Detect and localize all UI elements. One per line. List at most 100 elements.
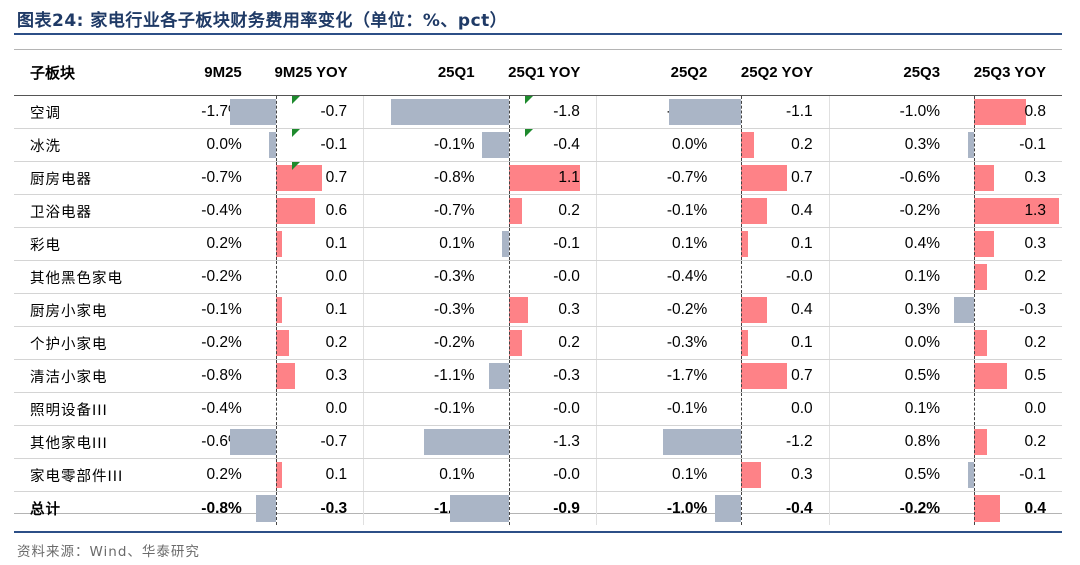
yoy-value: -0.0 — [785, 268, 813, 285]
expense-ratio-cell: -1.7% — [596, 359, 714, 393]
expense-ratio-cell: -0.2% — [130, 260, 248, 294]
bar-axis-line — [508, 492, 510, 525]
subsector-name: 家电零部件III — [14, 458, 131, 492]
negative-data-bar — [269, 132, 276, 158]
yoy-value: -0.1 — [553, 235, 580, 252]
bar-axis-line — [508, 459, 510, 491]
yoy-change-cell: 0.1 — [247, 293, 365, 327]
yoy-change-cell: 0.1 — [713, 227, 830, 261]
positive-data-bar — [741, 330, 748, 356]
title-rule — [14, 33, 1062, 35]
header-cell: 9M25 — [130, 50, 248, 96]
yoy-value: 0.8 — [1024, 103, 1046, 120]
header-cell: 25Q3 — [829, 50, 947, 96]
table-row: 卫浴电器 -0.4% 0.6 -0.7% 0.2 -0.1% 0.4 -0.2% 1.3 — [14, 194, 1062, 228]
yoy-value: -0.1 — [320, 136, 348, 153]
expense-ratio-cell: -0.6% — [829, 161, 947, 195]
expense-ratio-cell: -1.0% — [666, 499, 708, 517]
positive-data-bar — [974, 99, 1027, 125]
positive-data-bar — [974, 198, 1060, 224]
positive-data-bar — [741, 231, 748, 257]
bar-axis-line — [974, 96, 976, 128]
bar-axis-line — [741, 228, 743, 260]
subsector-name: 总计 — [30, 502, 61, 518]
yoy-change-cell: 0.2 — [713, 128, 830, 162]
bar-axis-line — [275, 96, 277, 128]
bar-axis-line — [275, 162, 277, 194]
bar-axis-line — [741, 129, 743, 161]
negative-data-bar — [488, 363, 509, 389]
positive-data-bar — [508, 165, 581, 191]
yoy-change-cell: -1.8 — [390, 95, 597, 129]
yoy-value: -0.0 — [553, 400, 580, 417]
bar-axis-line — [275, 393, 277, 425]
positive-data-bar — [741, 132, 755, 158]
yoy-change-cell: -0.3 — [946, 293, 1062, 327]
yoy-value: 0.2 — [325, 334, 348, 351]
bar-axis-line — [974, 492, 976, 525]
yoy-change-cell: 0.1 — [247, 458, 365, 492]
table-row: 照明设备III -0.4% 0.0 -0.1% -0.0 -0.1% 0.0 0.1% 0.0 — [14, 392, 1062, 426]
bar-axis-line — [508, 228, 510, 260]
bar-axis-line — [275, 228, 277, 260]
expense-ratio-cell: 0.1% — [363, 227, 481, 261]
yoy-value: 0.1 — [325, 235, 348, 252]
yoy-value: -1.8 — [553, 103, 580, 120]
source-note: 资料来源：Wind、华泰研究 — [17, 544, 200, 560]
positive-data-bar — [275, 462, 283, 488]
subsector-name: 彩电 — [14, 227, 131, 261]
yoy-value: 0.5 — [1024, 367, 1046, 384]
bar-axis-line — [974, 360, 976, 392]
bar-axis-line — [974, 129, 976, 161]
positive-data-bar — [974, 165, 994, 191]
yoy-value: -0.3 — [320, 499, 348, 517]
table-row: 厨房小家电 -0.1% 0.1 -0.3% 0.3 -0.2% 0.4 0.3% -0.3 — [14, 293, 1062, 327]
bar-axis-line — [741, 294, 743, 326]
expense-ratio-cell: 0.3% — [829, 128, 947, 162]
bar-axis-line — [508, 195, 510, 227]
expense-ratio-cell: 0.3% — [829, 293, 947, 327]
table-row: 厨房电器 -0.7% 0.7 -0.8% 1.1 -0.7% 0.7 -0.6% 0.3 — [14, 161, 1062, 195]
table-row: 其他黑色家电 -0.2% 0.0 -0.3% -0.0 -0.4% -0.0 0.1% 0.2 — [14, 260, 1062, 294]
yoy-change-cell: -1.2 — [662, 425, 830, 459]
yoy-change-cell: -0.0 — [713, 260, 830, 294]
expense-ratio-cell: -1.1% — [363, 359, 481, 393]
subsector-name: 其他黑色家电 — [14, 260, 131, 294]
finance-cost-table: 子板块 9M25 9M25 YOY 25Q1 25Q1 YOY 25Q2 25Q… — [14, 50, 1062, 525]
bar-axis-line — [974, 228, 976, 260]
yoy-change-cell: -0.1 — [946, 458, 1062, 492]
yoy-value: 1.1 — [558, 169, 580, 186]
bar-axis-line — [275, 459, 277, 491]
yoy-change-cell: -0.0 — [480, 392, 597, 426]
bar-axis-line — [974, 459, 976, 491]
expense-ratio-cell: -0.7% — [596, 161, 714, 195]
bar-axis-line — [741, 195, 743, 227]
yoy-value: 0.2 — [791, 136, 813, 153]
yoy-change-cell: 0.8 — [946, 95, 1062, 129]
negative-data-bar — [482, 132, 509, 158]
table-row: 其他家电III-0.6%-0.7-1.0%-1.3-1.7%-1.20.8%0.… — [14, 425, 1062, 459]
positive-data-bar — [508, 297, 529, 323]
bar-axis-line — [741, 492, 743, 525]
bar-axis-line — [974, 162, 976, 194]
yoy-value: -0.1 — [1019, 136, 1046, 153]
yoy-change-cell: -0.1 — [480, 227, 597, 261]
yoy-change-cell: 1.1 — [480, 161, 597, 195]
subsector-name: 空调 — [14, 95, 131, 129]
negative-data-bar — [967, 462, 975, 488]
table-row: 冰洗 0.0% -0.1 -0.1% -0.4 0.0% 0.2 0.3% -0.1 — [14, 128, 1062, 162]
bar-axis-line — [974, 426, 976, 458]
yoy-value: -0.4 — [785, 499, 813, 517]
yoy-change-cell: -0.9 — [449, 491, 597, 525]
table-row: 彩电 0.2% 0.1 0.1% -0.1 0.1% 0.1 0.4% 0.3 — [14, 227, 1062, 261]
yoy-value: 0.6 — [325, 202, 348, 219]
yoy-value: -0.4 — [553, 136, 580, 153]
expense-ratio-cell: 0.1% — [829, 392, 947, 426]
positive-data-bar — [741, 297, 768, 323]
expense-ratio-cell: -0.4% — [130, 194, 248, 228]
yoy-value: 0.1 — [325, 301, 348, 318]
yoy-change-cell: 0.7 — [713, 359, 830, 393]
bar-axis-line — [974, 195, 976, 227]
yoy-change-cell: 0.2 — [247, 326, 365, 360]
table-row: 清洁小家电 -0.8% 0.3 -1.1% -0.3 -1.7% 0.7 0.5% 0.5 — [14, 359, 1062, 393]
